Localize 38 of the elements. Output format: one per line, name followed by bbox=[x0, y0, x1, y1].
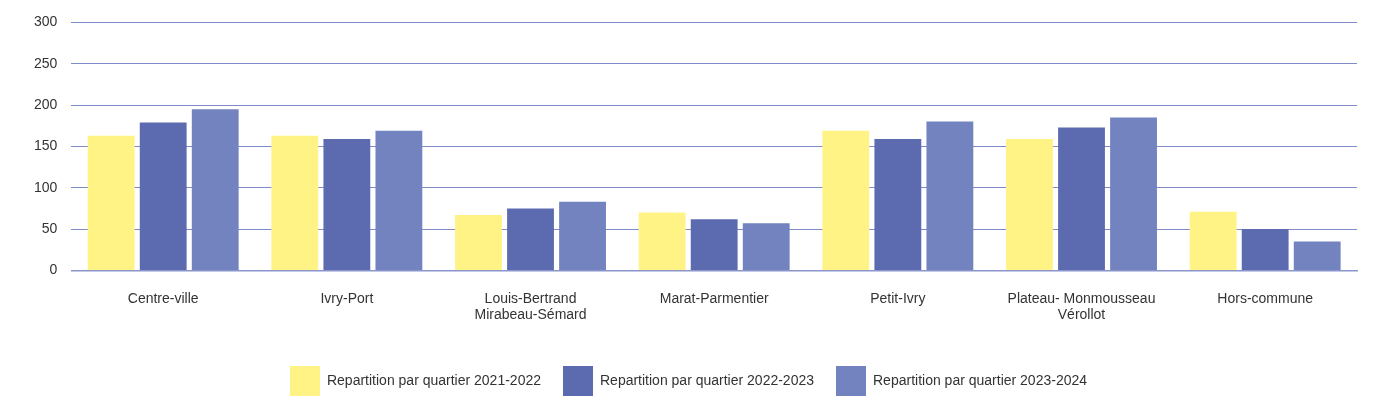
y-tick-label: 0 bbox=[49, 261, 58, 278]
x-tick-label: Petit-Ivry bbox=[870, 289, 926, 306]
x-tick-label: Louis-Bertrand Mirabeau-Sémard bbox=[474, 289, 587, 323]
bar bbox=[1006, 138, 1053, 270]
legend-label: Repartition par quartier 2022-2023 bbox=[599, 371, 815, 388]
y-tick-label: 250 bbox=[34, 54, 58, 71]
bar bbox=[1058, 127, 1105, 270]
x-tick-label: Ivry-Port bbox=[320, 289, 374, 306]
bar bbox=[874, 138, 922, 270]
bar bbox=[559, 201, 606, 270]
bar bbox=[690, 219, 738, 270]
bar bbox=[271, 135, 319, 270]
bar bbox=[822, 130, 870, 270]
bar bbox=[139, 122, 187, 270]
y-tick-label: 150 bbox=[34, 137, 58, 154]
bar bbox=[375, 130, 423, 270]
bar bbox=[1241, 229, 1289, 270]
x-tick-label: Hors-commune bbox=[1217, 289, 1314, 306]
bar bbox=[742, 223, 790, 270]
bar bbox=[455, 215, 502, 270]
bar bbox=[87, 135, 135, 270]
bar bbox=[1189, 211, 1237, 270]
bar bbox=[507, 208, 554, 270]
bar bbox=[638, 212, 686, 270]
x-tick-label: Plateau- Monmousseau Vérollot bbox=[1007, 289, 1156, 323]
bar bbox=[1110, 117, 1157, 270]
x-tick-label: Centre-ville bbox=[127, 289, 199, 306]
bar bbox=[323, 138, 371, 270]
y-tick-label: 200 bbox=[34, 95, 58, 112]
y-tick-label: 300 bbox=[34, 13, 58, 30]
legend-label: Repartition par quartier 2023-2024 bbox=[873, 371, 1088, 388]
legend-label: Repartition par quartier 2021-2022 bbox=[326, 371, 542, 388]
bar bbox=[191, 109, 239, 270]
bar bbox=[1293, 241, 1341, 270]
x-tick-label: Marat-Parmentier bbox=[659, 289, 769, 306]
y-tick-label: 50 bbox=[41, 219, 58, 236]
y-tick-label: 100 bbox=[34, 178, 58, 195]
bar bbox=[926, 121, 974, 270]
